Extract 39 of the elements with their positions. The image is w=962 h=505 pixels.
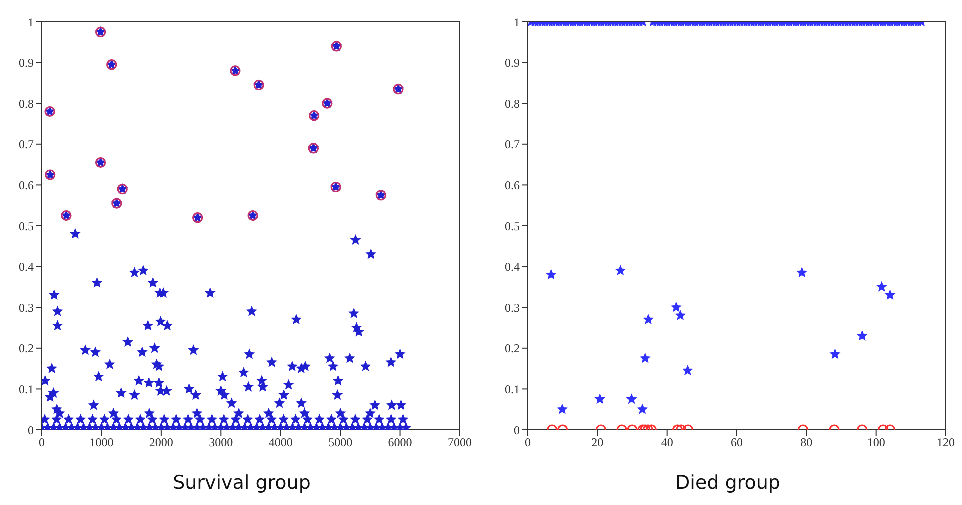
x-axis-title: Survival group: [173, 472, 311, 494]
x-tick-label: 6000: [388, 436, 412, 450]
y-tick-label: 0.8: [505, 96, 520, 111]
y-tick-label: 0.6: [19, 178, 34, 192]
y-tick-label: 0.5: [19, 219, 34, 234]
y-tick-label: 0.5: [505, 219, 520, 234]
y-tick-label: 0.8: [19, 96, 34, 111]
y-tick-label: 0.7: [505, 138, 520, 152]
x-tick-label: 20: [592, 436, 604, 450]
y-tick-label: 0: [514, 423, 520, 438]
x-tick-label: 60: [731, 436, 743, 450]
y-tick-label: 0.1: [505, 382, 520, 396]
y-tick-label: 0.4: [19, 260, 34, 274]
y-tick-label: 0.9: [19, 56, 34, 70]
x-tick-label: 40: [661, 436, 674, 450]
x-tick-label: 1000: [90, 436, 114, 450]
x-tick-label: 80: [800, 436, 813, 450]
x-tick-label: 0: [39, 436, 45, 450]
y-tick-label: 1: [514, 15, 520, 30]
y-tick-label: 0.3: [19, 300, 34, 315]
y-tick-label: 0: [28, 423, 34, 438]
x-tick-label: 5000: [328, 436, 353, 450]
x-tick-label: 2000: [149, 436, 174, 450]
y-tick-label: 0.3: [505, 300, 520, 315]
x-tick-label: 7000: [448, 436, 472, 450]
x-tick-label: 0: [525, 436, 531, 450]
y-tick-label: 0.2: [19, 342, 34, 356]
y-tick-label: 0.9: [505, 56, 520, 70]
y-tick-label: 0.7: [19, 138, 34, 152]
y-tick-label: 0.1: [19, 382, 34, 396]
x-tick-label: 4000: [268, 436, 293, 450]
x-tick-label: 120: [937, 436, 955, 450]
y-tick-label: 0.2: [505, 342, 520, 356]
y-tick-label: 0.6: [505, 178, 520, 192]
x-axis-title: Died group: [676, 472, 780, 494]
y-tick-label: 1: [28, 15, 34, 30]
y-tick-label: 0.4: [505, 260, 520, 274]
x-tick-label: 3000: [209, 436, 234, 450]
x-tick-label: 100: [867, 436, 886, 450]
